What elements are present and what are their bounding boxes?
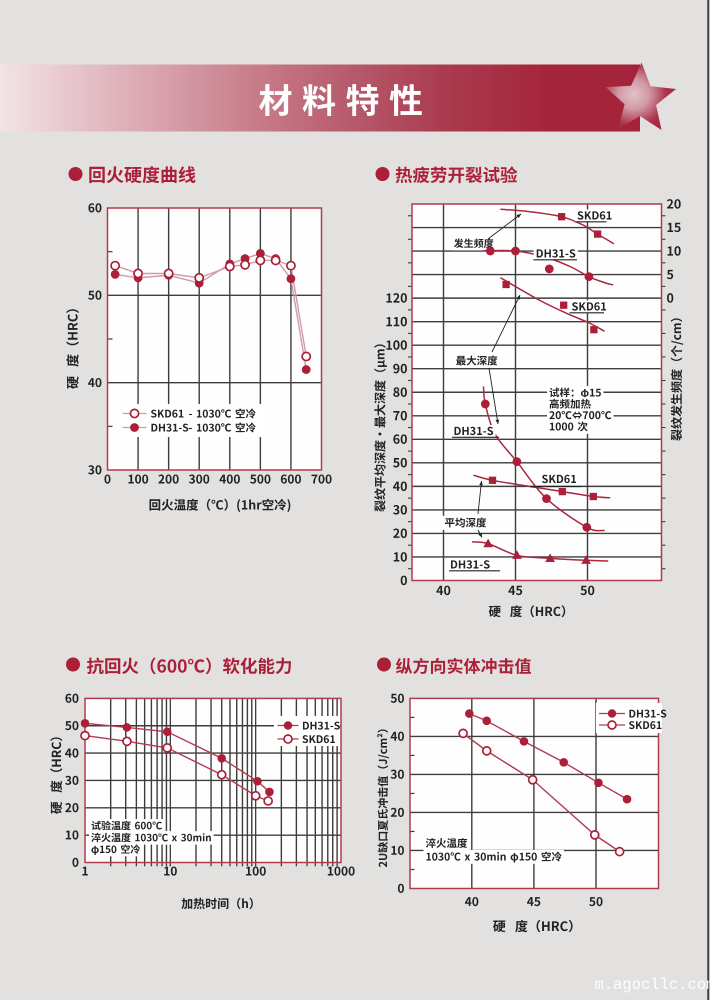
svg-text:m.agocllc.com: m.agocllc.com <box>595 976 710 994</box>
